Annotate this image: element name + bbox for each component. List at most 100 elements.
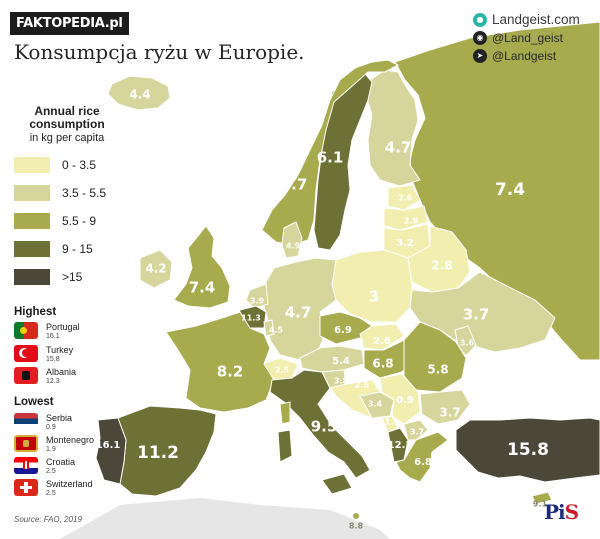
- value-label-cyprus: 9.1: [533, 500, 548, 509]
- highest-item-turkey: Turkey 15.8: [14, 345, 73, 364]
- social-row-twitter[interactable]: ➤ @Landgeist: [473, 47, 580, 64]
- value-label-malta: 8.8: [349, 522, 364, 531]
- legend-class-label: >15: [62, 270, 83, 284]
- highest-value: 16.1: [46, 333, 60, 340]
- value-label-germany: 4.7: [285, 304, 312, 322]
- legend-class-5: >15: [14, 269, 82, 285]
- legend-class-label: 0 - 3.5: [62, 158, 97, 172]
- source-note: Source: FAO, 2019: [14, 515, 82, 524]
- social-row-website[interactable]: ● Landgeist.com: [473, 11, 580, 28]
- portugal-flag-icon: [14, 322, 38, 339]
- legend-class-3: 5.5 - 9: [14, 213, 96, 229]
- value-label-slovenia: 3.8: [334, 377, 349, 386]
- brand-logo: FAKTOPEDIA.pl: [10, 12, 129, 35]
- value-label-turkey: 15.8: [507, 440, 549, 460]
- croatia-flag-icon: [14, 457, 38, 474]
- value-label-slovakia: 2.6: [373, 336, 391, 347]
- uk-region: [173, 225, 231, 309]
- north-africa-land: [60, 498, 390, 539]
- value-label-ireland: 4.2: [145, 262, 166, 276]
- netherlands-region: [245, 283, 269, 309]
- value-label-lithuania: 3.2: [396, 238, 414, 249]
- legend-class-label: 5.5 - 9: [62, 214, 97, 228]
- value-label-denmark: 4.9: [286, 242, 301, 251]
- north-macedonia-region: [403, 419, 429, 441]
- romania-region: [403, 321, 467, 393]
- map-legend: Annual rice consumption in kg per capita: [14, 105, 120, 145]
- brand-name: FAKTOPEDIA.pl: [16, 16, 123, 31]
- moldova-region: [454, 325, 477, 357]
- lowest-name: Croatia: [46, 457, 76, 467]
- lowest-value: 2.5: [46, 490, 56, 497]
- cyprus-region: [531, 491, 553, 505]
- value-label-belgium: 11.3: [241, 314, 261, 323]
- legend-title: Annual rice consumption: [29, 104, 105, 131]
- legend-swatch: [14, 157, 50, 173]
- value-label-italy: 9.5: [311, 418, 338, 436]
- legend-swatch: [14, 213, 50, 229]
- finland-region: [365, 69, 421, 187]
- highest-value: 15.8: [46, 356, 60, 363]
- switzerland-flag-icon: [14, 479, 38, 496]
- lowest-name: Switzerland: [46, 479, 93, 489]
- value-label-bosnia: 3.4: [368, 400, 383, 409]
- value-label-romania: 5.8: [427, 363, 448, 377]
- landgeist-icon: ●: [473, 12, 487, 27]
- value-label-north-macedonia: 3.7: [410, 428, 424, 437]
- lowest-item-croatia: Croatia 2.5: [14, 457, 75, 476]
- value-label-greece: 6.8: [414, 457, 432, 468]
- poland-region: [329, 249, 413, 323]
- sicily-region: [321, 473, 353, 495]
- denmark-region: [281, 221, 303, 259]
- legend-swatch: [14, 241, 50, 257]
- legend-class-2: 3.5 - 5.5: [14, 185, 106, 201]
- lowest-value: 2.5: [46, 468, 56, 475]
- highest-value: 12.3: [46, 378, 60, 385]
- pics-watermark-b: S: [564, 500, 579, 524]
- latvia-region: [383, 205, 429, 231]
- value-label-sweden: 6.1: [317, 149, 344, 167]
- social-links: ● Landgeist.com ◉ @Land_geist ➤ @Landgei…: [473, 11, 580, 65]
- highest-heading: Highest: [14, 306, 57, 318]
- legend-class-label: 3.5 - 5.5: [62, 186, 107, 200]
- value-label-portugal: 16.1: [96, 440, 121, 451]
- lowest-item-montenegro: Montenegro 1.9: [14, 435, 94, 454]
- greece-region: [395, 431, 449, 483]
- sardinia-region: [277, 429, 293, 463]
- value-label-russia: 7.4: [495, 180, 525, 200]
- value-label-serbia: 0.9: [396, 395, 414, 406]
- value-label-croatia: 2.5: [355, 381, 370, 390]
- pics-watermark-a: Pi: [544, 500, 566, 524]
- value-label-moldova: 3.6: [460, 339, 475, 348]
- legend-class-1: 0 - 3.5: [14, 157, 96, 173]
- value-label-norway: 4.7: [281, 176, 308, 194]
- value-label-austria: 5.4: [332, 356, 350, 367]
- value-label-iceland: 4.4: [129, 88, 150, 102]
- value-label-albania: 12.3: [388, 440, 413, 451]
- value-label-ukraine: 3.7: [463, 306, 490, 324]
- corsica-region: [279, 401, 291, 425]
- value-label-spain: 11.2: [137, 443, 179, 463]
- value-label-uk: 7.4: [189, 279, 216, 297]
- value-label-belarus: 2.8: [431, 259, 452, 273]
- highest-item-portugal: Portugal 16.1: [14, 322, 80, 341]
- social-instagram-label: @Land_geist: [492, 30, 563, 45]
- value-label-hungary: 6.8: [372, 357, 393, 371]
- montenegro-flag-icon: [14, 435, 38, 452]
- ireland-region: [139, 249, 173, 289]
- value-label-montenegro: 1.9: [385, 418, 400, 427]
- luxembourg-region: [263, 319, 275, 337]
- highest-item-albania: Albania 12.3: [14, 367, 76, 386]
- value-label-czechia: 6.9: [334, 325, 352, 336]
- highest-name: Albania: [46, 367, 77, 377]
- value-label-netherlands: 3.9: [250, 297, 265, 306]
- page-title: Konsumpcja ryżu w Europie.: [14, 40, 305, 64]
- bulgaria-region: [419, 389, 471, 425]
- lowest-name: Montenegro: [46, 435, 95, 445]
- social-row-instagram[interactable]: ◉ @Land_geist: [473, 29, 580, 46]
- value-label-latvia: 2.9: [404, 217, 419, 226]
- serbia-flag-icon: [14, 413, 38, 430]
- turkey-flag-icon: [14, 345, 38, 362]
- value-label-estonia: 2.6: [398, 194, 413, 203]
